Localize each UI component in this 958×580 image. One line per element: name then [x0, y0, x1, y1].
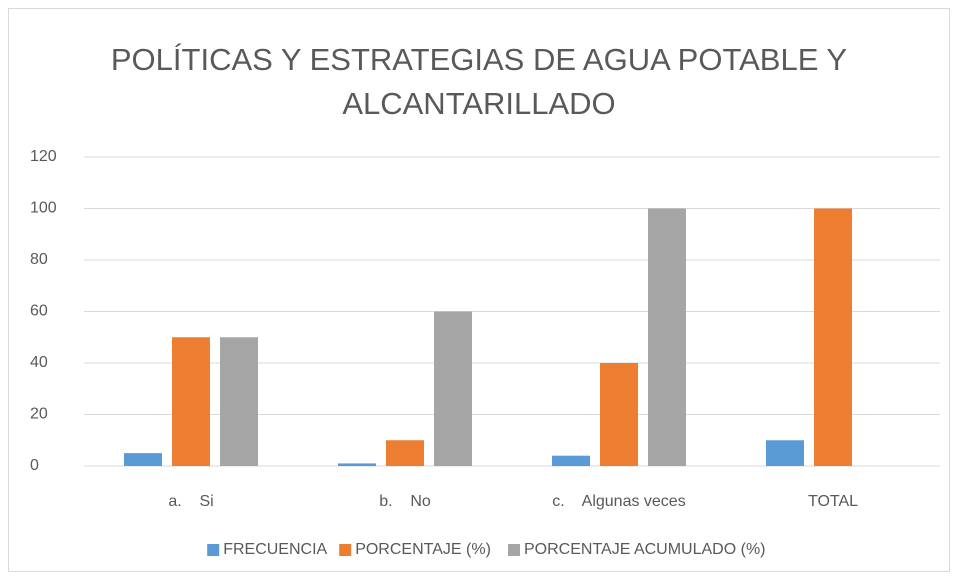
y-tick-label: 20	[30, 406, 48, 423]
bar	[552, 455, 590, 466]
x-tick-label: a. Si	[168, 493, 213, 510]
bar	[220, 337, 258, 466]
legend-label: PORCENTAJE ACUMULADO (%)	[524, 541, 766, 558]
chart-title: POLÍTICAS Y ESTRATEGIAS DE AGUA POTABLE …	[110, 42, 848, 121]
legend-label: FRECUENCIA	[223, 541, 327, 558]
bar	[124, 453, 162, 466]
bar	[648, 208, 686, 466]
legend-swatch	[508, 544, 520, 556]
legend-swatch	[207, 544, 220, 556]
y-tick-label: 120	[30, 148, 57, 165]
chart-border	[8, 8, 950, 572]
x-tick-label: TOTAL	[808, 493, 858, 510]
y-tick-label: 40	[30, 354, 48, 371]
bar	[172, 337, 210, 466]
y-tick-label: 80	[30, 251, 48, 268]
bar	[338, 463, 376, 466]
y-tick-label: 100	[30, 200, 57, 217]
x-tick-label: c. Algunas veces	[552, 493, 685, 510]
legend-label: PORCENTAJE (%)	[355, 541, 491, 558]
bar	[766, 440, 804, 466]
bar	[814, 208, 852, 466]
x-tick-label: b. No	[379, 493, 431, 510]
bar	[386, 440, 424, 466]
bar	[600, 363, 638, 466]
legend-swatch	[339, 544, 352, 556]
y-tick-label: 60	[30, 303, 48, 320]
y-tick-label: 0	[30, 457, 39, 474]
bar	[434, 311, 472, 466]
